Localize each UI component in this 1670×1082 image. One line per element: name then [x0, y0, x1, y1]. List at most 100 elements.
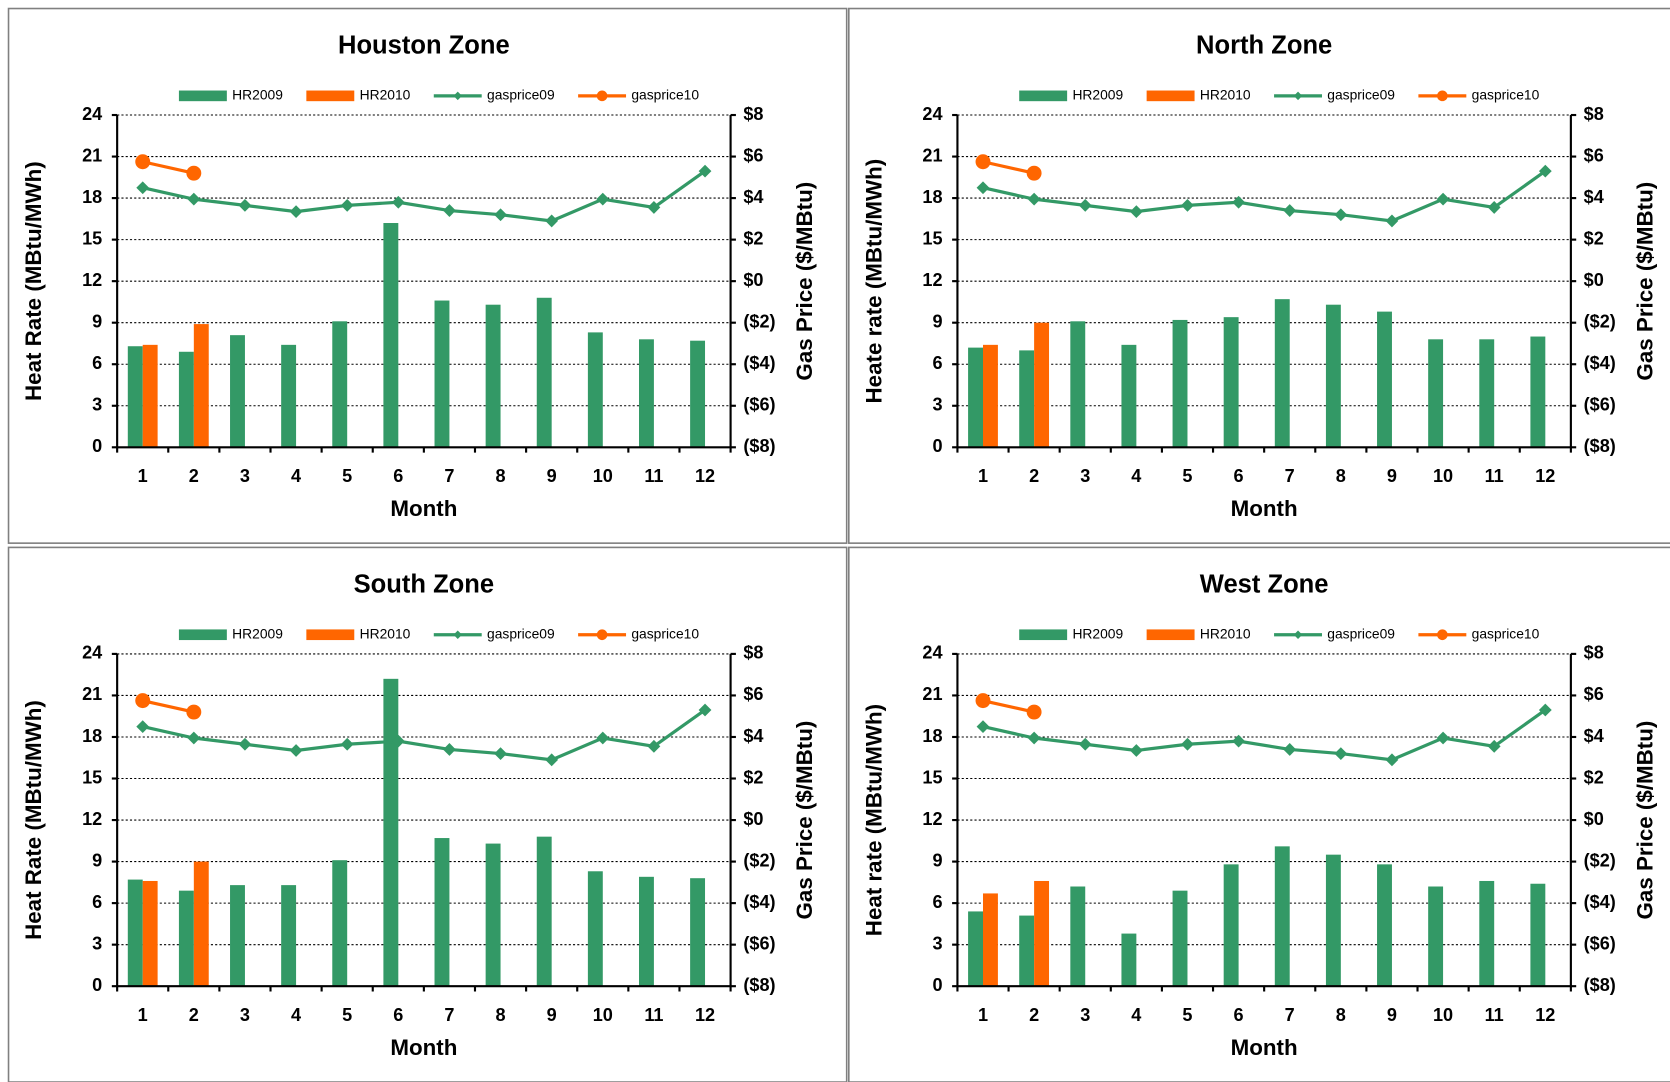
- bar: [1428, 886, 1444, 987]
- y2-tick-label: ($8): [1584, 975, 1616, 995]
- line-marker: [136, 181, 150, 195]
- y2-tick-label: ($4): [743, 353, 775, 373]
- y-tick-label: 6: [932, 892, 942, 912]
- y2-tick-label: ($2): [1584, 850, 1616, 870]
- x-tick-label: 9: [1387, 1005, 1397, 1025]
- x-tick-label: 11: [1485, 1005, 1504, 1025]
- y-tick-label: 24: [922, 104, 942, 124]
- y-tick-label: 0: [932, 975, 942, 995]
- y2-tick-label: $6: [743, 145, 763, 165]
- x-tick-label: 4: [291, 466, 301, 486]
- x-tick-label: 11: [1485, 466, 1504, 486]
- y2-tick-label: $4: [743, 187, 763, 207]
- line-marker: [1334, 747, 1348, 760]
- bar: [1377, 311, 1392, 448]
- line-marker: [289, 744, 303, 757]
- y2-tick-label: ($6): [1584, 395, 1616, 415]
- bar: [434, 838, 450, 987]
- y-tick-label: 12: [922, 270, 942, 290]
- y2-tick-label: $0: [743, 270, 763, 290]
- y-axis-title: Heat Rate (MBtu/MWh): [21, 700, 46, 940]
- line-series: [982, 708, 1547, 762]
- x-tick-label: 12: [1535, 466, 1555, 486]
- bar: [1479, 339, 1495, 448]
- legend-marker: [453, 630, 463, 640]
- x-tick-label: 2: [1029, 1005, 1039, 1025]
- y2-tick-label: $8: [743, 643, 763, 663]
- line-marker: [596, 731, 610, 745]
- bar: [1223, 317, 1239, 448]
- bar: [332, 860, 348, 987]
- y-tick-label: 15: [82, 767, 102, 787]
- chart-panel: North Zone03691215182124($8)($6)($4)($2)…: [848, 7, 1670, 544]
- line-marker: [975, 154, 991, 170]
- bar: [1034, 880, 1050, 987]
- chart-title: South Zone: [354, 571, 494, 599]
- line-marker: [136, 720, 150, 733]
- legend-label: HR2010: [360, 87, 411, 103]
- x-tick-label: 5: [1182, 1005, 1192, 1025]
- legend-label: HR2009: [1072, 87, 1123, 103]
- bar: [1070, 886, 1086, 987]
- y-tick-label: 15: [82, 228, 102, 248]
- y2-tick-label: ($2): [1584, 311, 1616, 331]
- bar: [332, 321, 348, 448]
- y2-tick-label: $8: [1584, 104, 1604, 124]
- bar: [230, 885, 245, 987]
- y2-tick-label: ($4): [1584, 892, 1616, 912]
- legend-label: HR2009: [232, 625, 283, 641]
- bar: [281, 885, 297, 987]
- y2-tick-label: $0: [743, 809, 763, 829]
- line-marker: [976, 181, 990, 195]
- x-tick-label: 3: [1080, 466, 1090, 486]
- y-tick-label: 21: [922, 684, 942, 704]
- y2-tick-label: ($4): [743, 892, 775, 912]
- bar: [1325, 854, 1341, 987]
- y-tick-label: 18: [922, 187, 942, 207]
- bar: [587, 871, 603, 987]
- x-tick-label: 7: [1285, 466, 1295, 486]
- y-tick-label: 12: [82, 809, 102, 829]
- y2-tick-label: ($8): [743, 975, 775, 995]
- y-tick-label: 24: [922, 643, 942, 663]
- x-tick-label: 10: [593, 466, 613, 486]
- y-tick-label: 6: [92, 353, 102, 373]
- line-marker: [238, 198, 252, 212]
- bar: [1530, 883, 1546, 987]
- legend-swatch: [1019, 629, 1068, 641]
- bar: [968, 347, 983, 448]
- y-tick-label: 0: [92, 975, 102, 995]
- y2-tick-label: ($6): [743, 933, 775, 953]
- bar: [178, 890, 194, 987]
- line-series: [142, 160, 195, 175]
- legend-item: gasprice10: [578, 625, 699, 641]
- y2-tick-label: $6: [743, 684, 763, 704]
- y2-axis-title: Gas Price ($/MBtu): [1632, 182, 1657, 381]
- y2-tick-label: ($6): [1584, 933, 1616, 953]
- bar: [968, 911, 983, 987]
- chart-panel: South Zone03691215182124($8)($6)($4)($2)…: [7, 546, 848, 1082]
- legend-label: HR2009: [232, 87, 283, 103]
- y2-tick-label: $4: [743, 726, 763, 746]
- y2-tick-label: $8: [743, 104, 763, 124]
- y2-axis-title: Gas Price ($/MBtu): [1632, 721, 1657, 920]
- chart-grid-content: Houston Zone03691215182124($8)($6)($4)($…: [7, 7, 1670, 1082]
- x-axis-title: Month: [390, 496, 457, 521]
- line-marker: [340, 737, 354, 751]
- line-marker: [647, 201, 661, 214]
- line-marker: [391, 734, 405, 748]
- x-tick-label: 5: [342, 1005, 352, 1025]
- x-tick-label: 7: [444, 466, 454, 486]
- legend-item: HR2010: [1146, 625, 1251, 641]
- bar: [1479, 880, 1495, 987]
- x-tick-label: 4: [1131, 1005, 1141, 1025]
- bar: [485, 304, 501, 448]
- x-tick-label: 3: [1080, 1005, 1090, 1025]
- x-tick-label: 11: [644, 1005, 663, 1025]
- bar: [982, 344, 998, 448]
- panel-border: [848, 546, 1670, 1082]
- line-series: [982, 169, 1547, 223]
- bar: [1121, 933, 1137, 987]
